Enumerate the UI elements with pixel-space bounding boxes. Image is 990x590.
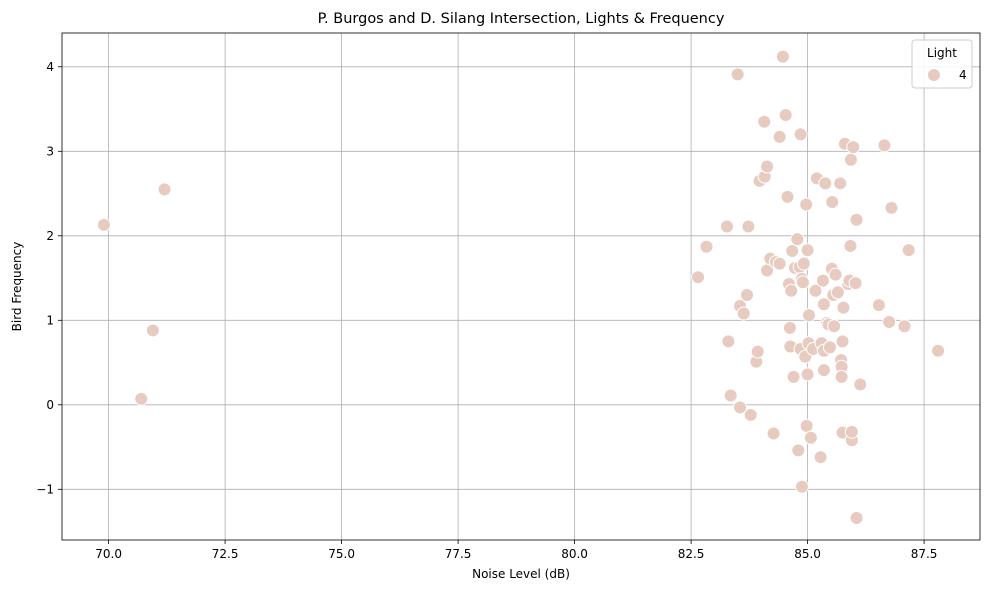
- data-point: [793, 127, 808, 142]
- data-point: [849, 212, 864, 227]
- x-tick-label: 87.5: [911, 547, 938, 561]
- data-point: [799, 418, 814, 433]
- x-tick-label: 77.5: [445, 547, 472, 561]
- data-point: [740, 287, 755, 302]
- data-point: [778, 107, 793, 122]
- data-point: [813, 450, 828, 465]
- data-point: [808, 283, 823, 298]
- data-point: [822, 340, 837, 355]
- data-point: [803, 430, 818, 445]
- x-tick-label: 80.0: [561, 547, 588, 561]
- plot-frame: [61, 32, 981, 541]
- data-point: [733, 400, 748, 415]
- y-tick-label: 4: [46, 60, 54, 74]
- legend-marker: [927, 68, 941, 82]
- data-point: [790, 232, 805, 247]
- x-tick-label: 85.0: [794, 547, 821, 561]
- data-point: [743, 407, 758, 422]
- data-point: [801, 308, 816, 323]
- y-tick-label: 2: [46, 229, 54, 243]
- y-tick-label: −1: [36, 482, 54, 496]
- data-point: [796, 256, 811, 271]
- data-point: [782, 320, 797, 335]
- x-axis-label: Noise Level (dB): [472, 567, 570, 581]
- data-point: [757, 114, 772, 129]
- data-point: [836, 300, 851, 315]
- data-point: [825, 195, 840, 209]
- data-point: [835, 334, 850, 349]
- x-axis-ticks: 70.0 72.5 75.0 77.5 80.0 82.5 85.0 87.5: [95, 540, 937, 561]
- legend-box: [911, 39, 973, 89]
- y-tick-label: 3: [46, 144, 54, 158]
- y-tick-label: 0: [46, 398, 54, 412]
- data-point: [882, 314, 897, 329]
- x-tick-label: 82.5: [678, 547, 705, 561]
- legend: Light 4: [911, 39, 973, 89]
- data-point: [134, 391, 149, 406]
- data-point: [816, 363, 831, 378]
- data-point: [785, 244, 800, 259]
- data-point: [736, 306, 751, 321]
- data-point: [843, 152, 858, 167]
- data-point: [691, 270, 706, 285]
- data-point: [800, 367, 815, 382]
- data-point: [772, 129, 787, 144]
- data-point: [730, 67, 745, 82]
- data-point: [786, 369, 801, 384]
- data-point: [719, 219, 734, 234]
- data-point: [96, 217, 111, 232]
- x-tick-label: 70.0: [95, 547, 122, 561]
- data-point: [766, 426, 781, 441]
- data-point: [760, 159, 775, 174]
- data-point: [828, 267, 843, 282]
- data-point: [877, 138, 892, 153]
- chart-title: P. Burgos and D. Silang Intersection, Li…: [318, 11, 725, 27]
- data-point: [827, 319, 842, 334]
- data-point: [794, 479, 809, 494]
- data-point: [830, 285, 845, 300]
- data-point: [884, 200, 899, 215]
- x-tick-label: 75.0: [328, 547, 355, 561]
- legend-title: Light: [927, 46, 957, 60]
- data-point: [848, 276, 863, 291]
- data-point: [780, 189, 795, 204]
- data-point: [145, 323, 160, 338]
- legend-label: 4: [959, 68, 967, 82]
- data-point: [834, 369, 849, 384]
- data-point: [699, 239, 714, 254]
- y-axis-label: Bird Frequency: [10, 242, 24, 332]
- y-tick-label: 1: [46, 313, 54, 327]
- data-point: [157, 182, 172, 197]
- data-point: [815, 273, 830, 288]
- data-point: [846, 140, 861, 155]
- data-point: [791, 443, 806, 458]
- data-point: [816, 297, 831, 312]
- data-point: [799, 197, 814, 212]
- data-point: [871, 298, 886, 313]
- x-tick-label: 72.5: [212, 547, 239, 561]
- data-point: [721, 334, 736, 349]
- data-point: [897, 319, 912, 334]
- data-point: [901, 243, 916, 258]
- data-point: [750, 344, 765, 359]
- data-point: [741, 219, 756, 234]
- data-point: [844, 424, 859, 439]
- data-point: [818, 176, 833, 191]
- y-axis-ticks: −1 0 1 2 3 4: [36, 60, 62, 496]
- data-point: [843, 238, 858, 253]
- data-point: [853, 377, 868, 392]
- data-point: [849, 511, 864, 526]
- data-point: [772, 256, 787, 271]
- data-point: [775, 49, 790, 64]
- data-point: [931, 343, 946, 358]
- data-point: [833, 176, 848, 191]
- data-point: [800, 243, 815, 258]
- data-point: [784, 283, 799, 298]
- data-point: [795, 275, 810, 290]
- data-points: [96, 49, 946, 526]
- data-point: [723, 388, 738, 403]
